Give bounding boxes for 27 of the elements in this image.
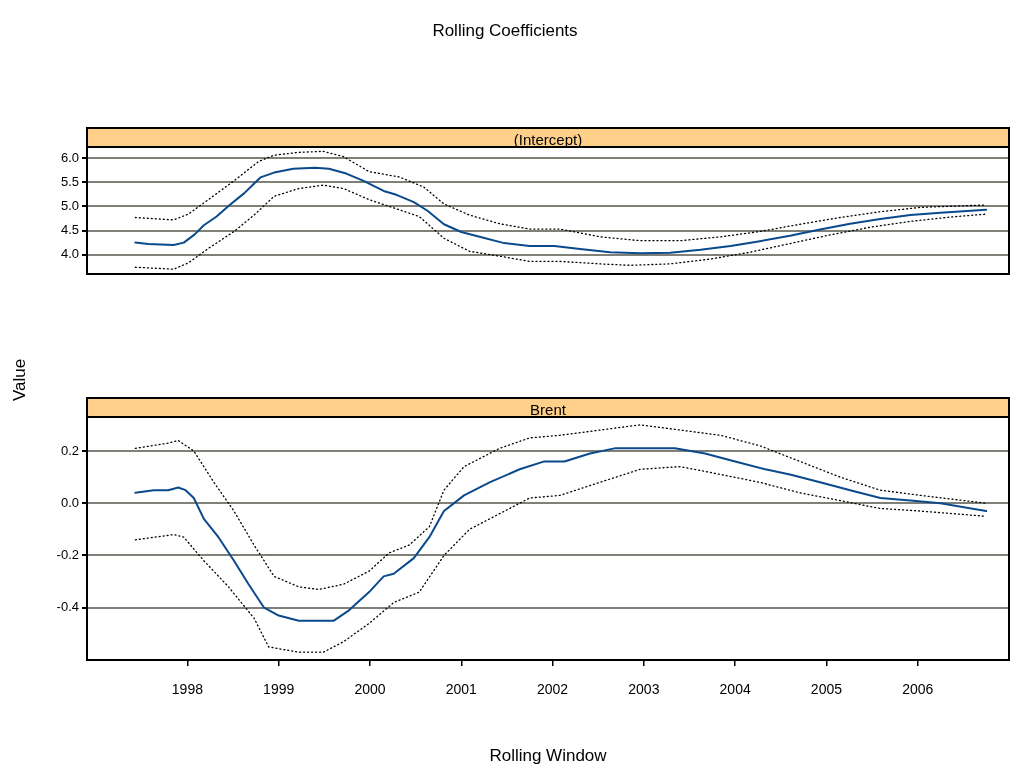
x-axis-title: Rolling Window [489, 746, 608, 766]
y-tick-label: 5.5 [60, 173, 79, 189]
y-tick-label: 6.0 [60, 149, 79, 165]
x-tick-label: 2001 [445, 681, 478, 698]
y-tick-label: 4.0 [60, 246, 79, 262]
y-axis-title: Value [10, 358, 30, 402]
y-tick-label: 5.0 [60, 197, 79, 213]
chart-title: Rolling Coefficients [432, 20, 578, 40]
y-tick-label: -0.4 [56, 599, 79, 615]
x-tick-label: 2005 [810, 681, 843, 698]
x-tick-label: 2000 [354, 681, 386, 698]
x-tick-label: 2003 [628, 681, 660, 698]
y-tick-label: 0.2 [60, 442, 79, 458]
x-tick-label: 2004 [719, 681, 751, 698]
line-series [134, 184, 987, 270]
y-tick-label: 4.5 [60, 222, 79, 238]
line-series [134, 150, 987, 242]
x-tick-label: 2002 [536, 681, 569, 698]
x-tick-label: 2006 [902, 681, 934, 698]
chart-subtitle: (Intercept) [513, 130, 583, 148]
x-tick-label: 1998 [171, 681, 204, 698]
y-tick-label: 0.0 [60, 494, 79, 510]
x-tick-label: 1999 [263, 681, 295, 698]
y-tick-label: -0.2 [56, 547, 79, 563]
line-series [134, 424, 987, 591]
line-series [134, 466, 987, 653]
chart-subtitle: Brent [530, 400, 567, 418]
